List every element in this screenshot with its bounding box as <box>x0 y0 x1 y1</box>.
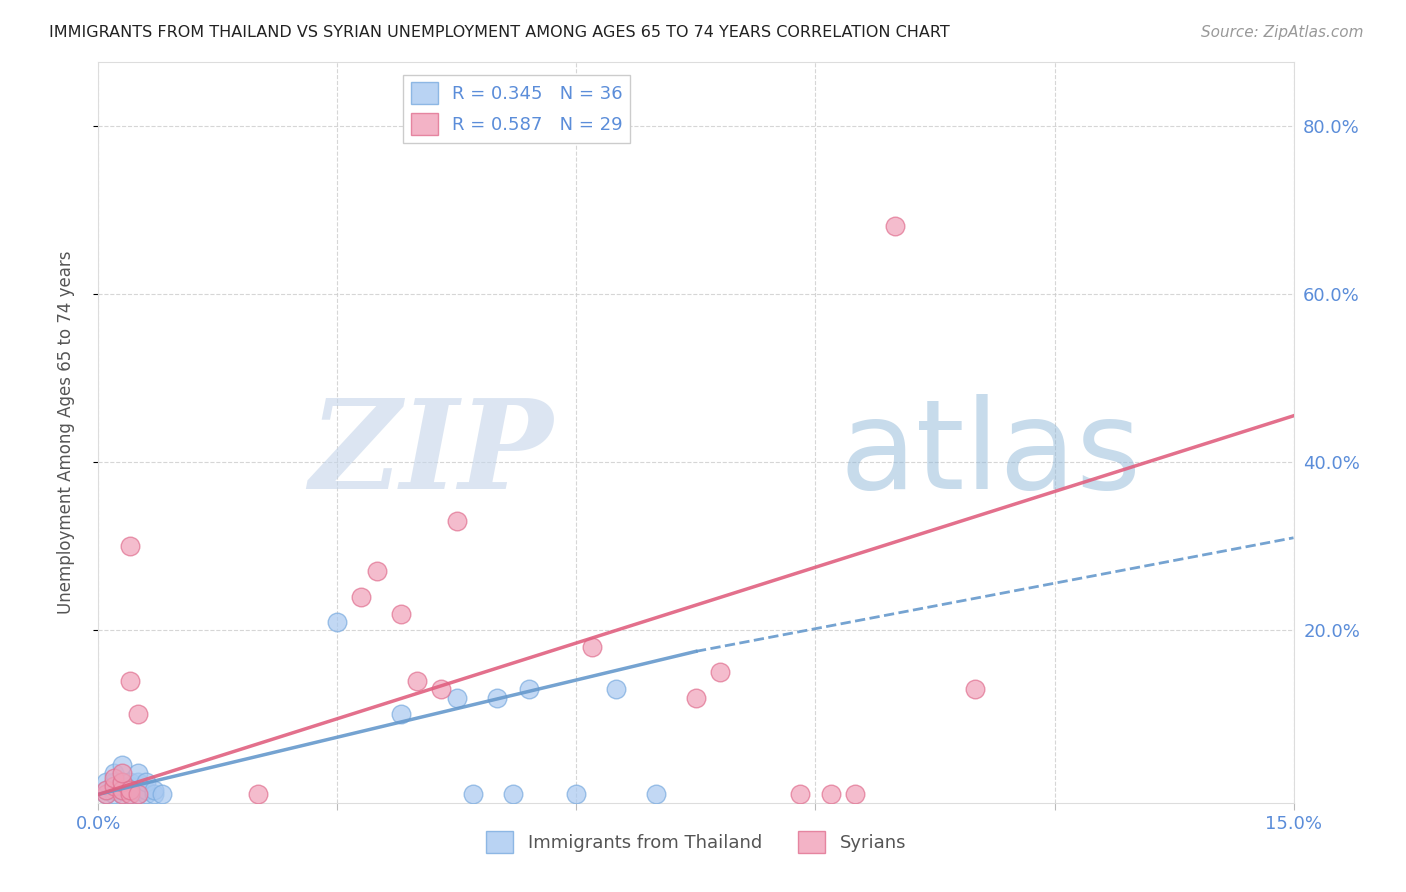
Point <box>963 682 986 697</box>
Point <box>135 788 157 802</box>
Point <box>111 766 134 780</box>
Point <box>111 758 134 772</box>
Point <box>143 788 166 802</box>
Point <box>350 590 373 604</box>
Point <box>111 774 134 789</box>
Point <box>96 788 118 802</box>
Point <box>103 771 125 785</box>
Point <box>111 783 134 797</box>
Point <box>111 788 134 802</box>
Point <box>103 788 125 802</box>
Point <box>103 766 125 780</box>
Point <box>517 682 540 697</box>
Point <box>685 690 707 705</box>
Point <box>127 783 149 797</box>
Point <box>135 783 157 797</box>
Point <box>120 779 142 793</box>
Point <box>844 788 866 802</box>
Point <box>645 788 668 802</box>
Point <box>96 774 118 789</box>
Point <box>96 783 118 797</box>
Point <box>326 615 349 629</box>
Point <box>111 788 134 802</box>
Point <box>120 783 142 797</box>
Point <box>111 774 134 789</box>
Point <box>565 788 588 802</box>
Point <box>446 690 468 705</box>
Y-axis label: Unemployment Among Ages 65 to 74 years: Unemployment Among Ages 65 to 74 years <box>56 251 75 615</box>
Text: atlas: atlas <box>839 394 1142 516</box>
Point <box>127 774 149 789</box>
Text: Source: ZipAtlas.com: Source: ZipAtlas.com <box>1201 25 1364 40</box>
Point <box>446 514 468 528</box>
Point <box>103 774 125 789</box>
Point <box>120 673 142 688</box>
Point <box>96 783 118 797</box>
Point <box>366 565 388 579</box>
Point <box>502 788 524 802</box>
Point <box>96 788 118 802</box>
Point <box>461 788 484 802</box>
Point <box>406 673 429 688</box>
Point <box>884 219 907 234</box>
Legend: Immigrants from Thailand, Syrians: Immigrants from Thailand, Syrians <box>479 824 912 861</box>
Point <box>127 788 149 802</box>
Point <box>605 682 627 697</box>
Point <box>709 665 731 680</box>
Point <box>485 690 508 705</box>
Point <box>389 607 412 621</box>
Point <box>127 707 149 722</box>
Point <box>150 788 173 802</box>
Point <box>389 707 412 722</box>
Text: ZIP: ZIP <box>309 394 553 516</box>
Point <box>820 788 842 802</box>
Point <box>120 783 142 797</box>
Point <box>103 779 125 793</box>
Point <box>246 788 269 802</box>
Point <box>111 783 134 797</box>
Point <box>581 640 603 655</box>
Point <box>120 774 142 789</box>
Point <box>120 788 142 802</box>
Point <box>143 783 166 797</box>
Point <box>430 682 453 697</box>
Point <box>120 539 142 553</box>
Point <box>789 788 811 802</box>
Point <box>127 766 149 780</box>
Point <box>127 788 149 802</box>
Text: IMMIGRANTS FROM THAILAND VS SYRIAN UNEMPLOYMENT AMONG AGES 65 TO 74 YEARS CORREL: IMMIGRANTS FROM THAILAND VS SYRIAN UNEMP… <box>49 25 950 40</box>
Point <box>120 788 142 802</box>
Point <box>135 774 157 789</box>
Point <box>111 779 134 793</box>
Point <box>103 783 125 797</box>
